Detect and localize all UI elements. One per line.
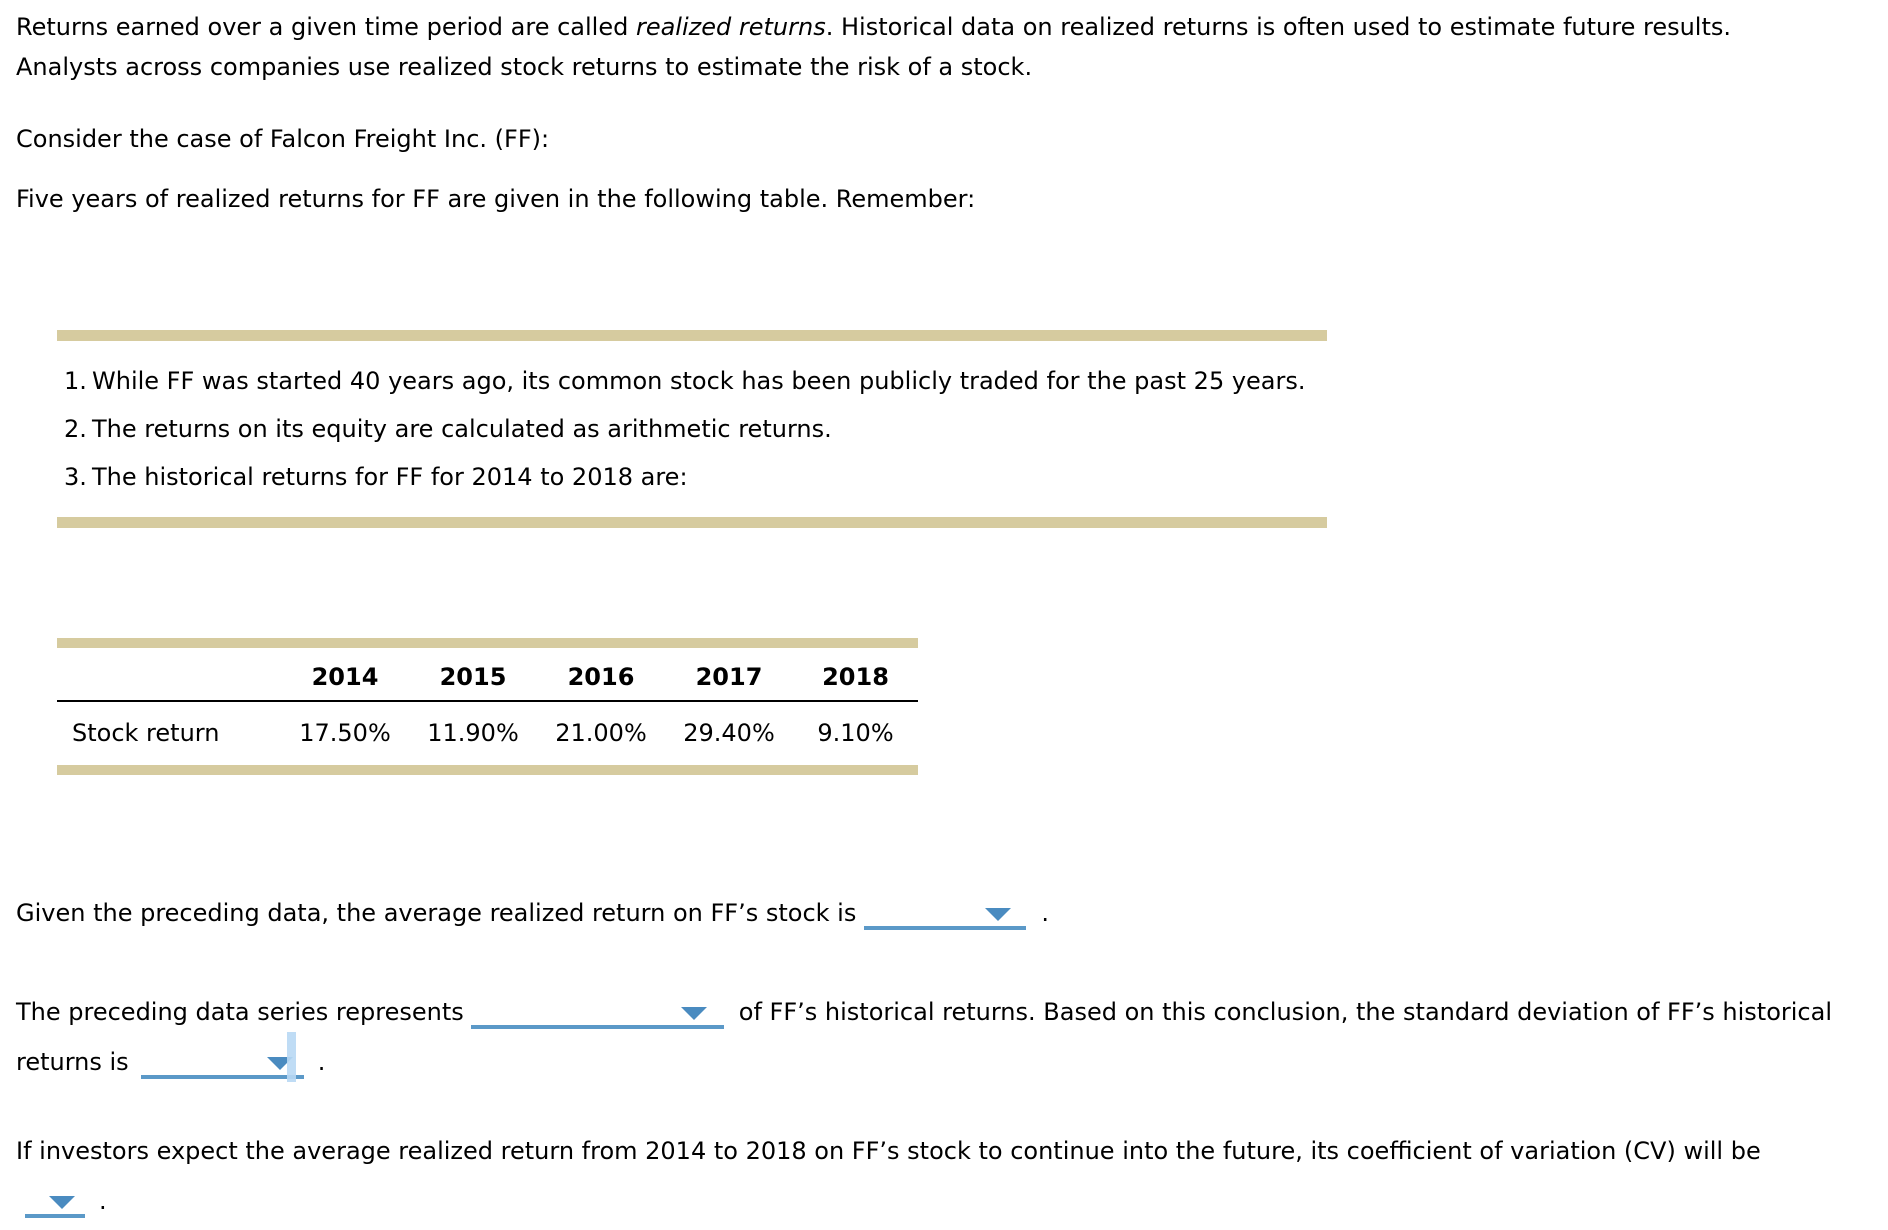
data-series-type-dropdown[interactable]	[470, 1003, 724, 1029]
q2-text-mid: of FF’s historical returns. Based on thi…	[738, 998, 1832, 1026]
intro-line-1-post: . Historical data on realized returns is…	[825, 13, 1732, 41]
std-deviation-dropdown[interactable]	[140, 1053, 304, 1079]
q1-period: .	[1041, 899, 1049, 927]
intro-line-1: Returns earned over a given time period …	[16, 10, 1731, 44]
year-header-2017: 2017	[695, 663, 763, 691]
reminder-number: 3.	[64, 463, 87, 491]
intro-line-2: Analysts across companies use realized s…	[16, 53, 1033, 81]
question-data-series-line-1: The preceding data series represents of F…	[16, 995, 1832, 1029]
q1-text: Given the preceding data, the average re…	[16, 899, 857, 927]
average-return-dropdown[interactable]	[864, 904, 1027, 930]
q2-period: .	[317, 1048, 326, 1076]
table-intro: Five years of realized returns for FF ar…	[16, 185, 976, 213]
bottom-rule	[57, 517, 1327, 528]
dropdown-arrow-icon	[985, 908, 1012, 921]
stock-return-2016: 21.00%	[555, 719, 647, 747]
dropdown-arrow-icon	[49, 1196, 75, 1209]
stock-return-row: Stock return 17.50% 11.90% 21.00% 29.40%…	[57, 702, 918, 764]
table-top-rule	[57, 638, 918, 648]
reminder-number: 2.	[64, 415, 87, 443]
intro-line-1-pre: Returns earned over a given time period …	[16, 13, 636, 41]
question-average-return: Given the preceding data, the average re…	[16, 896, 1049, 930]
reminder-text: The returns on its equity are calculated…	[92, 415, 832, 443]
q2-text-pre: The preceding data series represents	[16, 998, 464, 1026]
intro-line-1-italic: realized returns	[635, 13, 826, 41]
question-cv-line-2: .	[25, 1184, 107, 1218]
year-header-2018: 2018	[822, 663, 889, 691]
reminder-text: The historical returns for FF for 2014 t…	[92, 463, 688, 491]
year-header-2015: 2015	[439, 663, 507, 691]
q3-period: .	[99, 1187, 107, 1215]
reminder-item-2: 2. The returns on its equity are calculat…	[64, 412, 832, 446]
table-bottom-rule	[57, 765, 918, 775]
case-statement: Consider the case of Falcon Freight Inc.…	[16, 125, 550, 153]
question-cv-line-1: If investors expect the average realized…	[16, 1137, 1761, 1165]
reminder-number: 1.	[64, 367, 87, 395]
q2-text-line2: returns is	[16, 1048, 129, 1076]
stock-return-2018: 9.10%	[817, 719, 894, 747]
reminder-item-1: 1. While FF was started 40 years ago, its…	[64, 364, 1306, 398]
stock-return-2014: 17.50%	[299, 719, 391, 747]
top-rule	[57, 330, 1327, 341]
returns-table: 2014 2015 2016 2017 2018 Stock return 17…	[57, 638, 918, 775]
question-data-series-line-2: returns is.	[16, 1045, 325, 1079]
row-label: Stock return	[72, 719, 220, 747]
reminder-item-3: 3. The historical returns for FF for 2014…	[64, 460, 688, 494]
table-header-divider	[57, 700, 918, 702]
dropdown-arrow-icon	[266, 1057, 293, 1070]
dropdown-arrow-icon	[680, 1007, 707, 1020]
stock-return-2015: 11.90%	[427, 719, 519, 747]
year-header-2014: 2014	[311, 663, 379, 691]
text-cursor	[287, 1032, 296, 1082]
table-header-row: 2014 2015 2016 2017 2018	[57, 648, 918, 700]
reminder-text: While FF was started 40 years ago, its c…	[92, 367, 1306, 395]
stock-return-2017: 29.40%	[683, 719, 775, 747]
cv-dropdown[interactable]	[25, 1192, 85, 1218]
year-header-2016: 2016	[567, 663, 635, 691]
